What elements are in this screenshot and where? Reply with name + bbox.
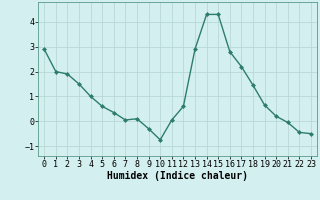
X-axis label: Humidex (Indice chaleur): Humidex (Indice chaleur)	[107, 171, 248, 181]
